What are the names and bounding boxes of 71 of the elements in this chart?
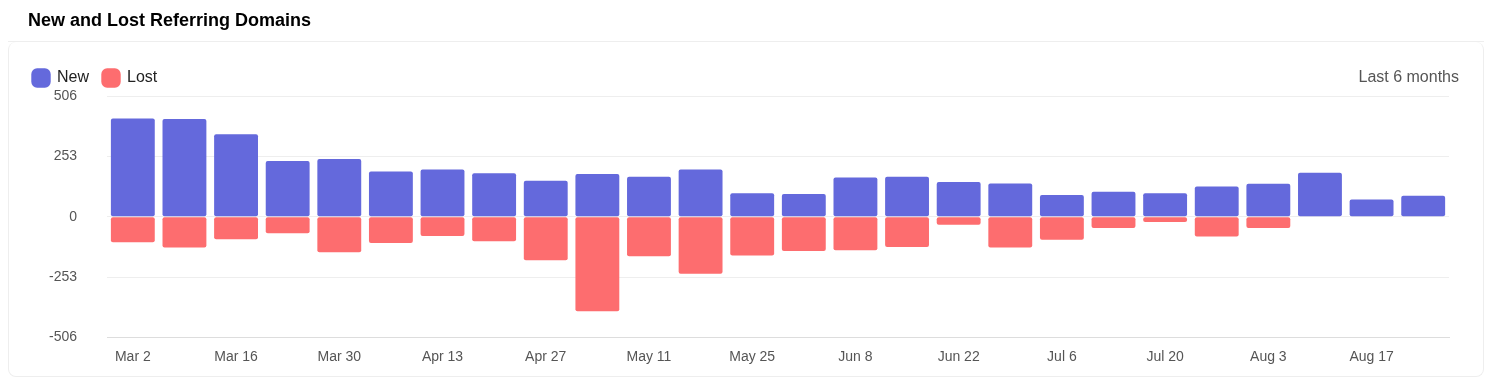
bar xyxy=(420,169,465,217)
bar xyxy=(678,217,723,274)
bar xyxy=(730,193,775,217)
bar xyxy=(162,118,207,217)
bar xyxy=(1091,217,1136,229)
bar xyxy=(627,217,671,257)
y-tick-label: 506 xyxy=(53,86,78,103)
x-tick-label: May 11 xyxy=(626,347,672,364)
bar xyxy=(110,118,155,217)
bar xyxy=(1143,193,1188,217)
bar xyxy=(781,193,826,217)
bar xyxy=(162,217,207,248)
bar xyxy=(368,217,413,244)
y-tick-label: -506 xyxy=(48,328,78,345)
bar xyxy=(781,217,826,251)
bar xyxy=(885,217,929,248)
bar xyxy=(472,217,517,242)
bar xyxy=(833,217,878,251)
bar xyxy=(214,134,258,217)
chart-title: New and Lost Referring Domains xyxy=(8,8,1484,42)
bar xyxy=(885,176,929,217)
bar xyxy=(472,173,517,217)
bar xyxy=(1246,217,1291,229)
bar xyxy=(110,217,155,243)
legend-label: Lost xyxy=(127,68,158,86)
bar xyxy=(1143,217,1188,223)
bar xyxy=(936,217,981,225)
bar xyxy=(1298,172,1342,217)
y-tick-label: 253 xyxy=(53,147,78,164)
bar xyxy=(1091,191,1136,217)
bar xyxy=(627,176,671,217)
x-tick-label: Jul 6 xyxy=(1047,347,1077,364)
x-tick-label: Mar 2 xyxy=(114,347,151,364)
x-tick-label: Mar 16 xyxy=(214,347,259,364)
bar xyxy=(1401,195,1446,217)
bar xyxy=(1349,199,1394,217)
text: Last 6 months xyxy=(1358,68,1459,86)
bar xyxy=(730,217,775,256)
bar xyxy=(833,177,878,217)
legend-label: New xyxy=(57,68,90,86)
bar xyxy=(575,174,620,217)
bar xyxy=(523,217,568,261)
x-tick-label: Mar 30 xyxy=(317,347,362,364)
bar xyxy=(317,217,362,253)
x-tick-label: Apr 13 xyxy=(421,347,464,364)
bar xyxy=(678,169,723,217)
bar xyxy=(1194,217,1239,237)
x-tick-label: Jun 8 xyxy=(838,347,873,364)
bar xyxy=(1039,217,1084,240)
bar xyxy=(1039,195,1084,217)
bar xyxy=(523,180,568,217)
y-tick-label: -253 xyxy=(48,268,78,285)
y-tick-label: 0 xyxy=(69,207,78,224)
bar xyxy=(265,160,310,217)
bar xyxy=(420,217,465,236)
bar xyxy=(988,183,1033,217)
x-tick-label: Aug 17 xyxy=(1349,347,1394,364)
bar xyxy=(1194,186,1239,217)
bar xyxy=(575,217,620,312)
x-tick-label: Jun 22 xyxy=(937,347,980,364)
bar xyxy=(265,217,310,234)
bar xyxy=(214,217,258,240)
bar xyxy=(936,181,981,217)
bar xyxy=(1246,183,1291,217)
bar xyxy=(988,217,1033,248)
x-tick-label: Aug 3 xyxy=(1250,347,1287,364)
bar xyxy=(317,159,362,217)
x-tick-label: May 25 xyxy=(729,347,776,364)
x-tick-label: Jul 20 xyxy=(1146,347,1185,364)
x-tick-label: Apr 27 xyxy=(525,347,567,364)
bar xyxy=(368,171,413,217)
